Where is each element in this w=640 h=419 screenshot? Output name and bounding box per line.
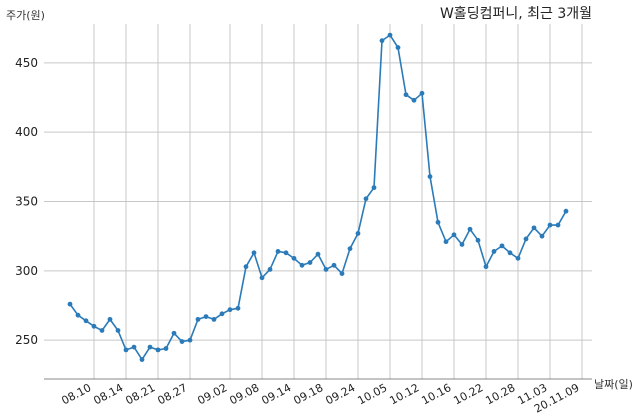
data-point bbox=[299, 262, 305, 268]
data-point bbox=[403, 92, 409, 98]
data-point bbox=[331, 262, 337, 268]
data-point bbox=[67, 301, 73, 307]
y-tick-label: 350 bbox=[15, 195, 38, 209]
data-point bbox=[459, 242, 465, 247]
data-point bbox=[451, 232, 457, 238]
data-point bbox=[91, 323, 97, 329]
data-point bbox=[115, 328, 121, 333]
series-layer bbox=[67, 32, 569, 362]
data-point bbox=[547, 222, 553, 228]
data-point bbox=[123, 347, 129, 353]
data-point bbox=[83, 318, 89, 324]
grid-lines bbox=[44, 24, 592, 379]
data-point bbox=[347, 246, 353, 252]
y-tick-label: 450 bbox=[15, 56, 38, 70]
data-point bbox=[139, 357, 145, 362]
data-point bbox=[531, 225, 537, 231]
data-point bbox=[363, 196, 369, 202]
y-tick-label: 300 bbox=[15, 264, 38, 278]
data-point bbox=[379, 38, 385, 44]
data-point bbox=[555, 222, 561, 228]
y-axis-title: 주가(원) bbox=[6, 9, 45, 22]
y-tick-label: 400 bbox=[15, 125, 38, 139]
data-point bbox=[475, 237, 481, 243]
x-tick-label: 10.05 bbox=[355, 381, 389, 407]
data-point bbox=[147, 344, 153, 350]
x-tick-label: 08.21 bbox=[123, 381, 157, 407]
data-point bbox=[203, 314, 209, 319]
data-point bbox=[563, 208, 569, 214]
data-point bbox=[283, 250, 289, 256]
data-point bbox=[243, 264, 249, 270]
data-point bbox=[339, 271, 345, 277]
data-point bbox=[267, 267, 273, 272]
x-axis-title: 날짜(일) bbox=[594, 377, 633, 391]
data-point bbox=[75, 312, 81, 318]
y-tick-label: 250 bbox=[15, 333, 38, 347]
chart-title: W홀딩컴퍼니, 최근 3개월 bbox=[440, 6, 592, 22]
x-tick-label: 10.12 bbox=[387, 381, 421, 407]
data-point bbox=[307, 260, 313, 265]
x-tick-label: 10.28 bbox=[483, 381, 517, 407]
data-point bbox=[507, 250, 513, 256]
x-tick-label: 09.24 bbox=[323, 381, 357, 407]
data-point bbox=[523, 236, 529, 242]
data-point bbox=[235, 305, 241, 311]
data-point bbox=[467, 226, 473, 232]
x-tick-label: 09.08 bbox=[227, 381, 261, 407]
data-point bbox=[227, 307, 233, 313]
data-point bbox=[499, 243, 505, 249]
data-point bbox=[435, 219, 441, 225]
data-point bbox=[163, 346, 169, 351]
data-point bbox=[539, 233, 545, 239]
data-point bbox=[211, 316, 217, 322]
data-point bbox=[323, 267, 329, 272]
data-point bbox=[443, 239, 449, 245]
data-point bbox=[171, 330, 177, 336]
data-point bbox=[187, 337, 193, 343]
series-line bbox=[69, 34, 567, 361]
data-point bbox=[107, 316, 113, 322]
data-point bbox=[387, 32, 393, 38]
data-point bbox=[427, 174, 433, 179]
x-tick-label: 09.02 bbox=[195, 381, 229, 407]
data-point bbox=[395, 45, 401, 50]
data-point bbox=[275, 249, 281, 254]
data-point bbox=[259, 275, 265, 281]
data-point bbox=[179, 339, 185, 344]
data-point bbox=[355, 230, 361, 236]
data-point bbox=[251, 250, 257, 256]
data-point bbox=[483, 264, 489, 270]
data-point bbox=[371, 185, 377, 191]
data-point bbox=[411, 97, 417, 103]
x-tick-label: 10.16 bbox=[419, 381, 453, 407]
x-tick-label: 09.18 bbox=[291, 381, 325, 407]
data-point bbox=[291, 255, 297, 261]
x-tick-label: 08.27 bbox=[155, 381, 189, 407]
data-point bbox=[155, 347, 161, 353]
x-tick-label: 10.22 bbox=[451, 381, 485, 407]
x-tick-label: 08.14 bbox=[91, 381, 125, 407]
x-tick-label: 08.10 bbox=[59, 381, 93, 407]
data-point bbox=[315, 251, 321, 257]
data-point bbox=[131, 344, 137, 350]
data-point bbox=[99, 328, 105, 333]
data-point bbox=[491, 249, 497, 254]
data-point bbox=[419, 90, 425, 96]
x-tick-label: 09.14 bbox=[259, 381, 293, 407]
data-point bbox=[195, 316, 201, 322]
data-point bbox=[515, 255, 521, 261]
data-point bbox=[219, 311, 225, 317]
